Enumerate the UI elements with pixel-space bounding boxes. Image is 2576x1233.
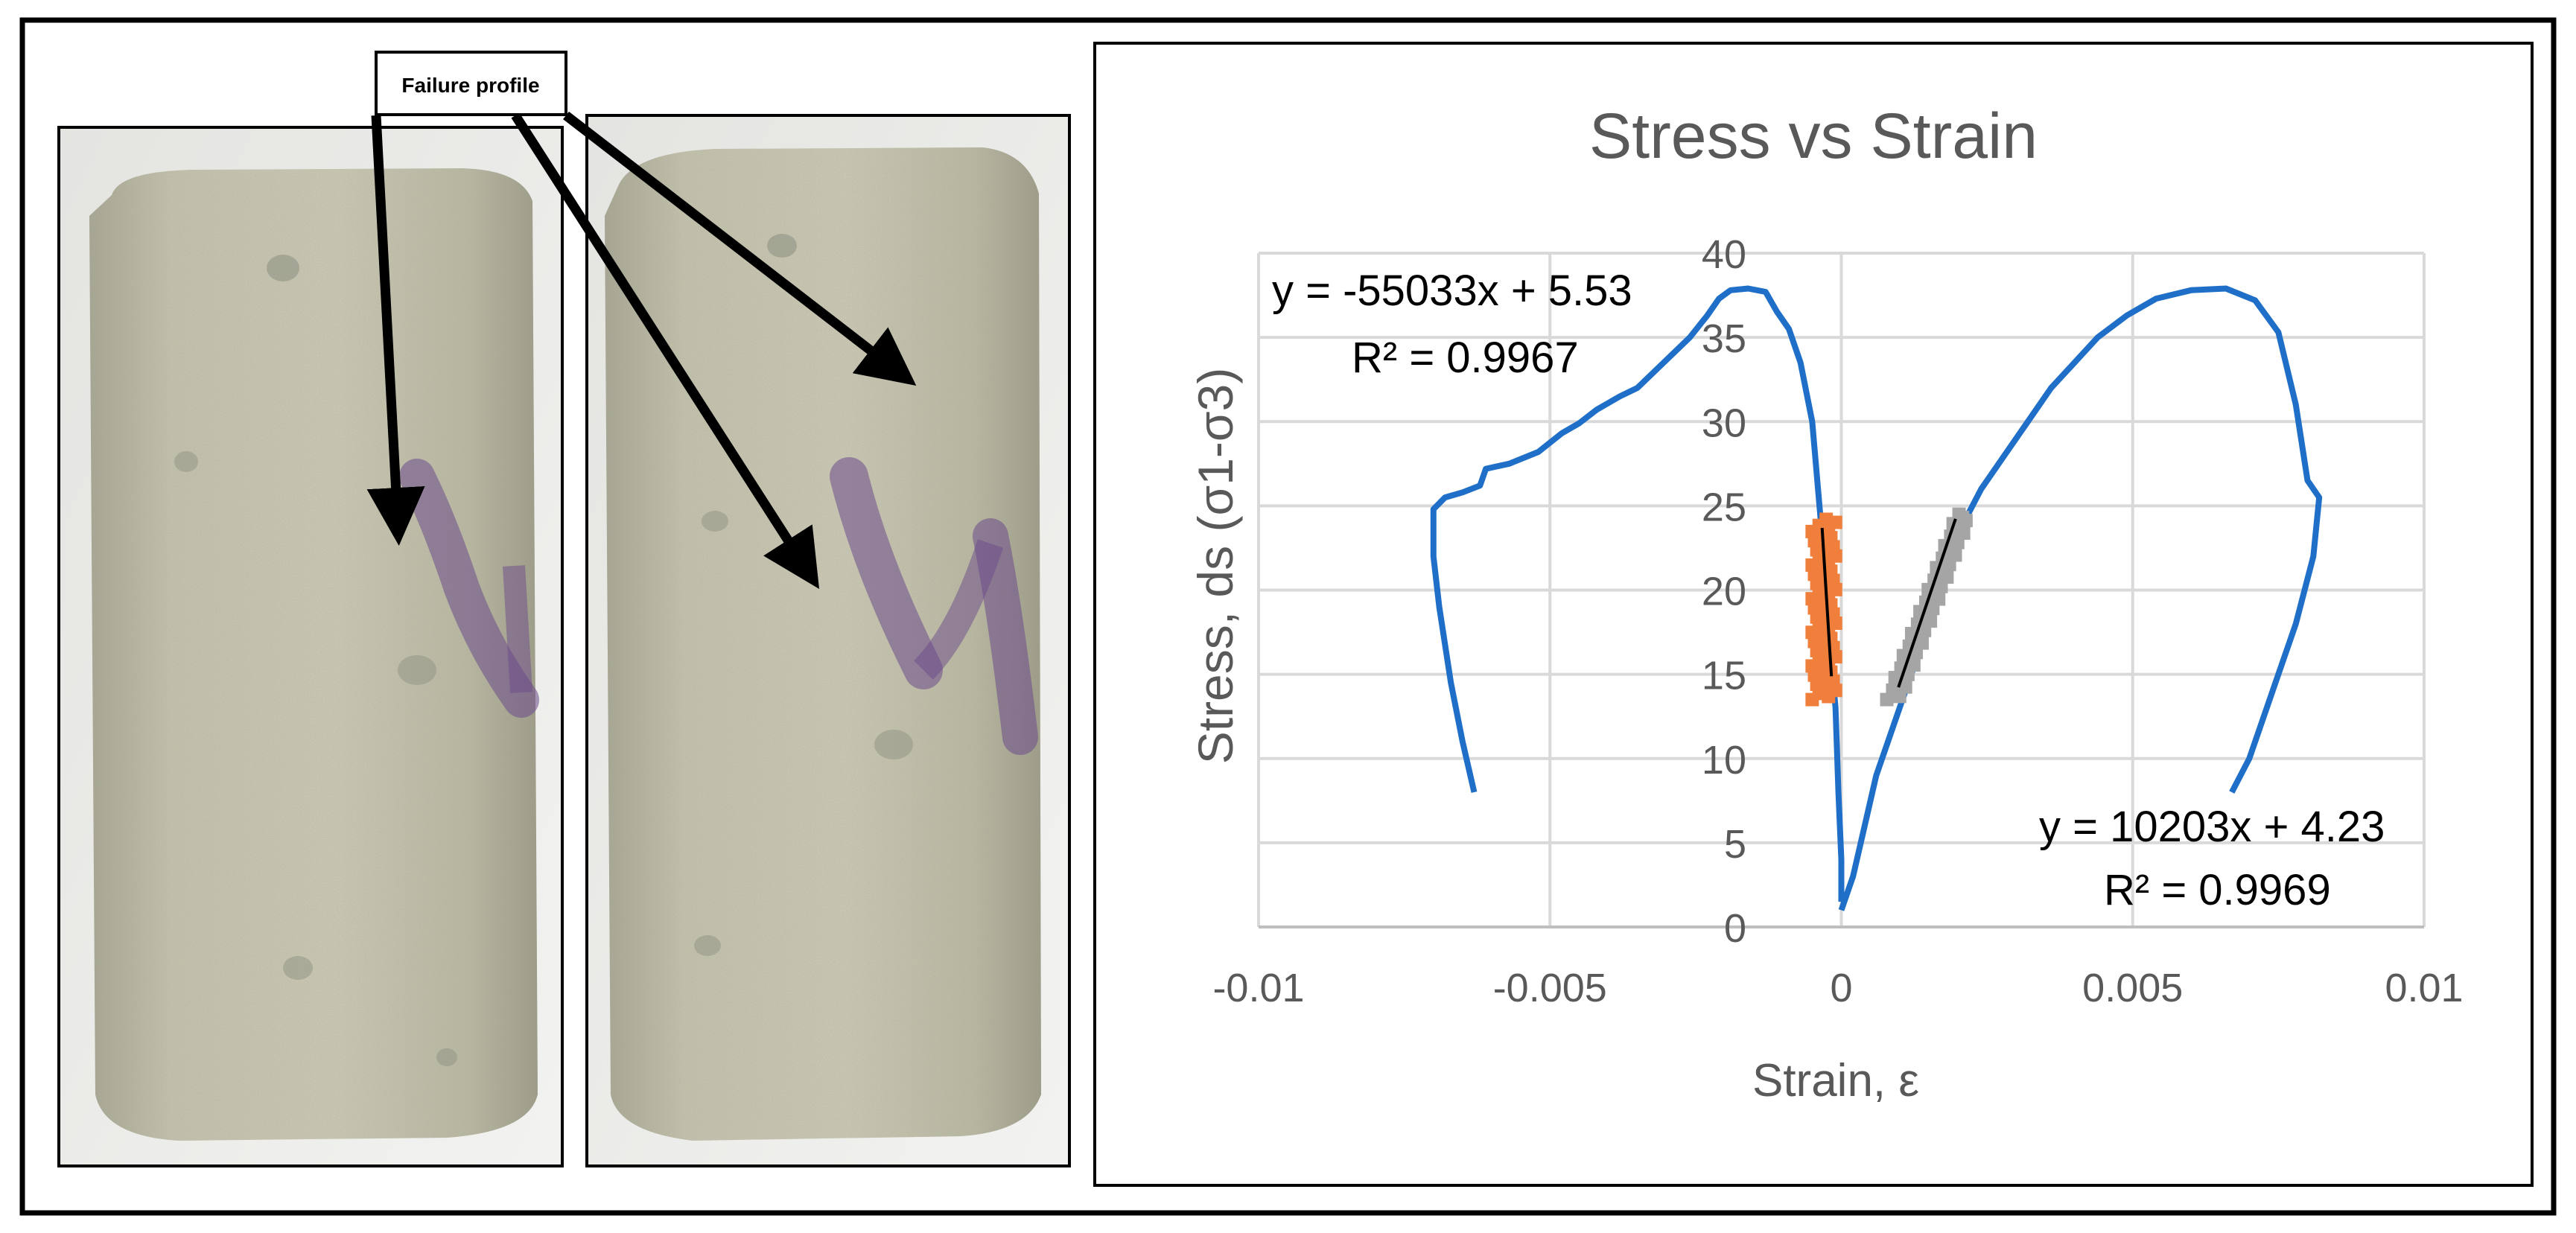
y-axis-label: Stress, ds (σ1-σ3)	[1188, 368, 1243, 765]
x-tick-label: -0.005	[1493, 966, 1607, 1010]
chart-title: Stress vs Strain	[1589, 101, 2038, 172]
failure-profile-box	[375, 51, 567, 116]
annotation-arrow-1	[366, 115, 425, 546]
annotation-arrow-2	[511, 112, 820, 589]
y-tick-label: 20	[1702, 570, 1746, 614]
y-tick-label: 0	[1724, 906, 1746, 951]
y-tick-label: 30	[1702, 401, 1746, 445]
failure-profile-label: Failure profile	[401, 74, 539, 97]
y-tick-label: 5	[1724, 822, 1746, 867]
annotation-arrow-3	[563, 111, 917, 386]
axial-trendline-equation: y = 10203x + 4.23	[2039, 803, 2385, 851]
x-tick-label: -0.01	[1212, 966, 1304, 1010]
radial-fit-point	[1819, 512, 1834, 526]
y-tick-label: 15	[1702, 654, 1746, 698]
axial-fit-point	[1952, 507, 1966, 521]
y-tick-label: 10	[1702, 738, 1746, 783]
failure-profile-annotation: Failure profile	[366, 51, 917, 589]
axial-trendline-r2: R² = 0.9969	[2104, 866, 2331, 914]
y-tick-labels: 0 5 10 15 20 25 30 35 40	[1702, 232, 1746, 951]
x-tick-label: 0.01	[2385, 966, 2463, 1010]
y-tick-label: 35	[1702, 316, 1746, 361]
x-tick-labels: -0.01 -0.005 0 0.005 0.01	[1212, 966, 2463, 1010]
x-tick-label: 0.005	[2082, 966, 2183, 1010]
x-tick-label: 0	[1830, 966, 1852, 1010]
x-axis-label: Strain, ε	[1752, 1055, 1919, 1106]
chart-grid	[1257, 252, 2426, 928]
y-tick-label: 25	[1702, 485, 1746, 529]
radial-trendline-r2: R² = 0.9967	[1352, 334, 1579, 382]
radial-strain-curve	[1430, 285, 1845, 902]
y-tick-label: 40	[1702, 232, 1746, 277]
radial-trendline	[1820, 527, 1834, 677]
specimen-right-photo	[585, 114, 1071, 1167]
chart-series	[1430, 285, 2323, 911]
axial-trendline	[1897, 518, 1957, 688]
specimen-left-photo	[57, 126, 564, 1167]
radial-trendline-equation: y = -55033x + 5.53	[1272, 267, 1632, 315]
